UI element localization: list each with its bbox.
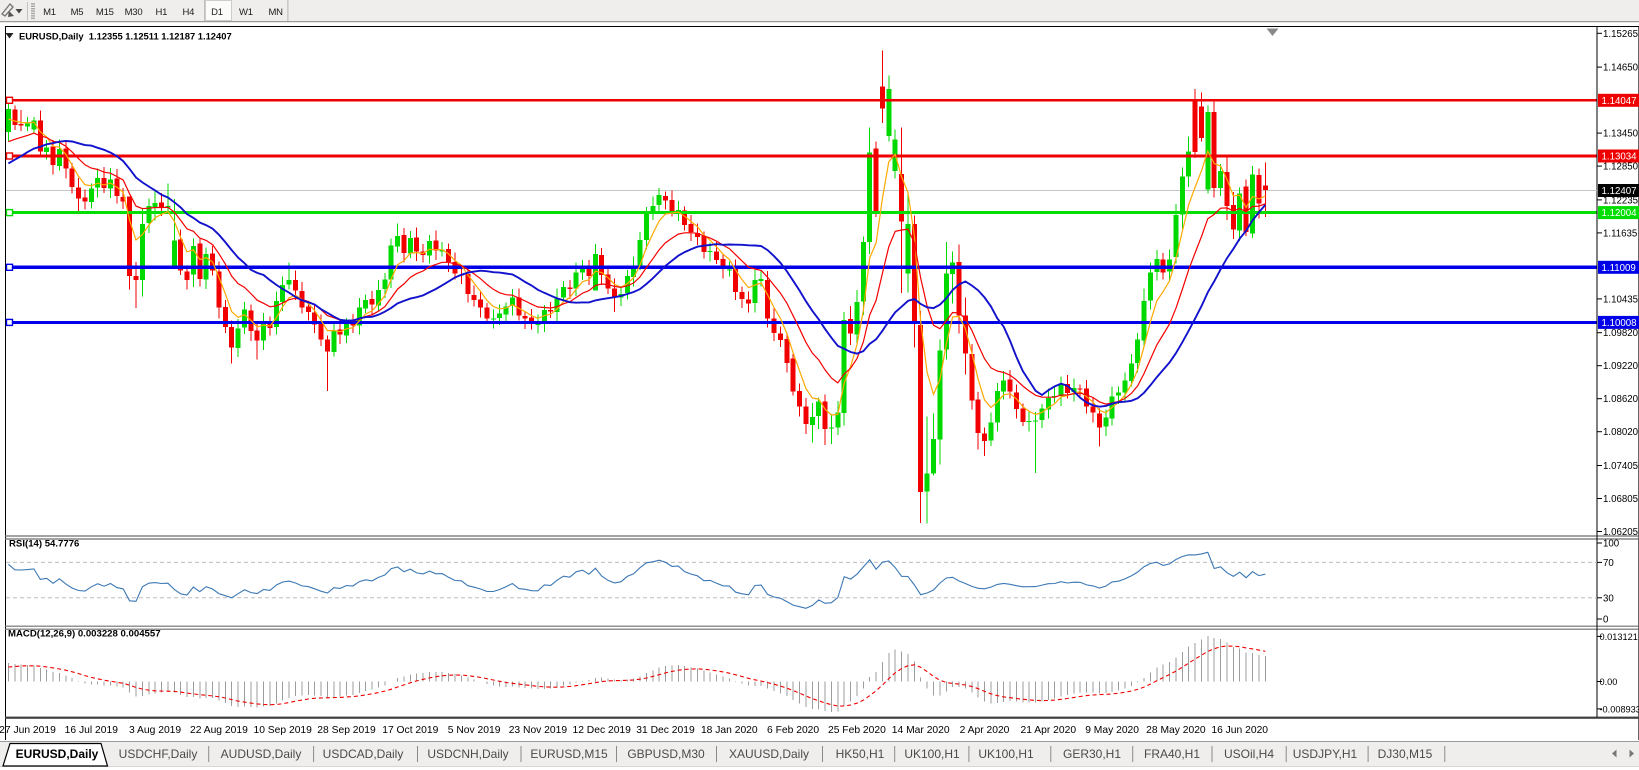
- svg-text:14 Mar 2020: 14 Mar 2020: [892, 725, 950, 736]
- svg-text:MACD(12,26,9) 0.003228 0.00455: MACD(12,26,9) 0.003228 0.004557: [8, 629, 161, 640]
- svg-text:100: 100: [1603, 539, 1620, 550]
- svg-text:6 Feb 2020: 6 Feb 2020: [767, 725, 819, 736]
- svg-text:17 Oct 2019: 17 Oct 2019: [382, 725, 438, 736]
- svg-text:1.13034: 1.13034: [1602, 152, 1638, 163]
- svg-text:GBPUSD,M30: GBPUSD,M30: [627, 747, 705, 761]
- svg-text:H4: H4: [182, 7, 194, 18]
- svg-text:M30: M30: [125, 7, 143, 18]
- svg-text:16 Jun 2020: 16 Jun 2020: [1211, 725, 1268, 736]
- svg-text:USOil,H4: USOil,H4: [1224, 747, 1274, 761]
- svg-text:1.12850: 1.12850: [1603, 162, 1639, 173]
- svg-text:FRA40,H1: FRA40,H1: [1144, 747, 1200, 761]
- svg-text:1.11009: 1.11009: [1602, 263, 1636, 274]
- svg-text:MN: MN: [268, 7, 283, 18]
- svg-text:D1: D1: [211, 7, 223, 18]
- svg-text:1.08620: 1.08620: [1603, 394, 1639, 405]
- svg-text:UK100,H1: UK100,H1: [978, 747, 1034, 761]
- svg-text:RSI(14) 54.7776: RSI(14) 54.7776: [9, 539, 79, 550]
- svg-text:M5: M5: [71, 7, 84, 18]
- svg-text:30: 30: [1603, 593, 1614, 604]
- svg-text:0: 0: [1603, 615, 1609, 626]
- svg-text:HK50,H1: HK50,H1: [836, 747, 885, 761]
- svg-text:16 Jul 2019: 16 Jul 2019: [65, 725, 119, 736]
- svg-text:22 Aug 2019: 22 Aug 2019: [190, 725, 248, 736]
- svg-text:DJ30,M15: DJ30,M15: [1378, 747, 1433, 761]
- svg-text:1.13450: 1.13450: [1603, 129, 1639, 140]
- svg-text:W1: W1: [239, 7, 253, 18]
- svg-text:M1: M1: [43, 7, 56, 18]
- svg-text:23 Nov 2019: 23 Nov 2019: [509, 725, 568, 736]
- svg-text:21 Apr 2020: 21 Apr 2020: [1021, 725, 1077, 736]
- svg-text:USDCNH,Daily: USDCNH,Daily: [427, 747, 508, 761]
- svg-text:1.12407: 1.12407: [1602, 186, 1637, 197]
- svg-text:UK100,H1: UK100,H1: [904, 747, 960, 761]
- svg-text:1.14047: 1.14047: [1602, 96, 1637, 107]
- svg-text:2 Apr 2020: 2 Apr 2020: [960, 725, 1010, 736]
- svg-text:12 Dec 2019: 12 Dec 2019: [572, 725, 631, 736]
- svg-text:1.10008: 1.10008: [1602, 318, 1637, 329]
- svg-text:31 Dec 2019: 31 Dec 2019: [636, 725, 695, 736]
- svg-text:9 May 2020: 9 May 2020: [1085, 725, 1139, 736]
- svg-text:1.09820: 1.09820: [1603, 328, 1639, 339]
- svg-text:1.12004: 1.12004: [1602, 208, 1638, 219]
- svg-text:XAUUSD,Daily: XAUUSD,Daily: [729, 747, 809, 761]
- svg-text:USDCAD,Daily: USDCAD,Daily: [323, 747, 404, 761]
- svg-text:1.12235: 1.12235: [1603, 195, 1638, 206]
- svg-text:1.14650: 1.14650: [1603, 63, 1639, 74]
- svg-text:27 Jun 2019: 27 Jun 2019: [0, 725, 56, 736]
- svg-text:USDJPY,H1: USDJPY,H1: [1293, 747, 1358, 761]
- svg-text:-0.008933: -0.008933: [1600, 704, 1639, 714]
- svg-text:70: 70: [1603, 558, 1614, 569]
- svg-text:3 Aug 2019: 3 Aug 2019: [129, 725, 181, 736]
- svg-text:10 Sep 2019: 10 Sep 2019: [253, 725, 312, 736]
- svg-text:1.11635: 1.11635: [1603, 228, 1637, 239]
- svg-text:0.00: 0.00: [1600, 677, 1618, 687]
- svg-text:0.013121: 0.013121: [1600, 632, 1638, 642]
- svg-text:18 Jan 2020: 18 Jan 2020: [701, 725, 758, 736]
- svg-text:GER30,H1: GER30,H1: [1063, 747, 1121, 761]
- svg-text:USDCHF,Daily: USDCHF,Daily: [119, 747, 198, 761]
- svg-text:AUDUSD,Daily: AUDUSD,Daily: [221, 747, 302, 761]
- svg-text:1.06205: 1.06205: [1603, 527, 1638, 538]
- svg-text:1.06805: 1.06805: [1603, 494, 1638, 505]
- svg-text:25 Feb 2020: 25 Feb 2020: [828, 725, 886, 736]
- svg-text:1.10435: 1.10435: [1603, 294, 1638, 305]
- svg-text:M15: M15: [96, 7, 114, 18]
- svg-text:EURUSD,Daily: EURUSD,Daily: [16, 747, 99, 761]
- svg-text:EURUSD,Daily 1.12355 1.12511: EURUSD,Daily 1.12355 1.12511 1.12187 1.1…: [19, 31, 232, 42]
- svg-text:EURUSD,M15: EURUSD,M15: [530, 747, 608, 761]
- svg-text:H1: H1: [155, 7, 167, 18]
- svg-text:28 May 2020: 28 May 2020: [1146, 725, 1206, 736]
- svg-text:28 Sep 2019: 28 Sep 2019: [317, 725, 376, 736]
- svg-text:1.15265: 1.15265: [1603, 29, 1638, 40]
- svg-text:1.08020: 1.08020: [1603, 427, 1639, 438]
- svg-text:1.07405: 1.07405: [1603, 461, 1638, 472]
- svg-text:5 Nov 2019: 5 Nov 2019: [448, 725, 501, 736]
- svg-text:1.09220: 1.09220: [1603, 361, 1639, 372]
